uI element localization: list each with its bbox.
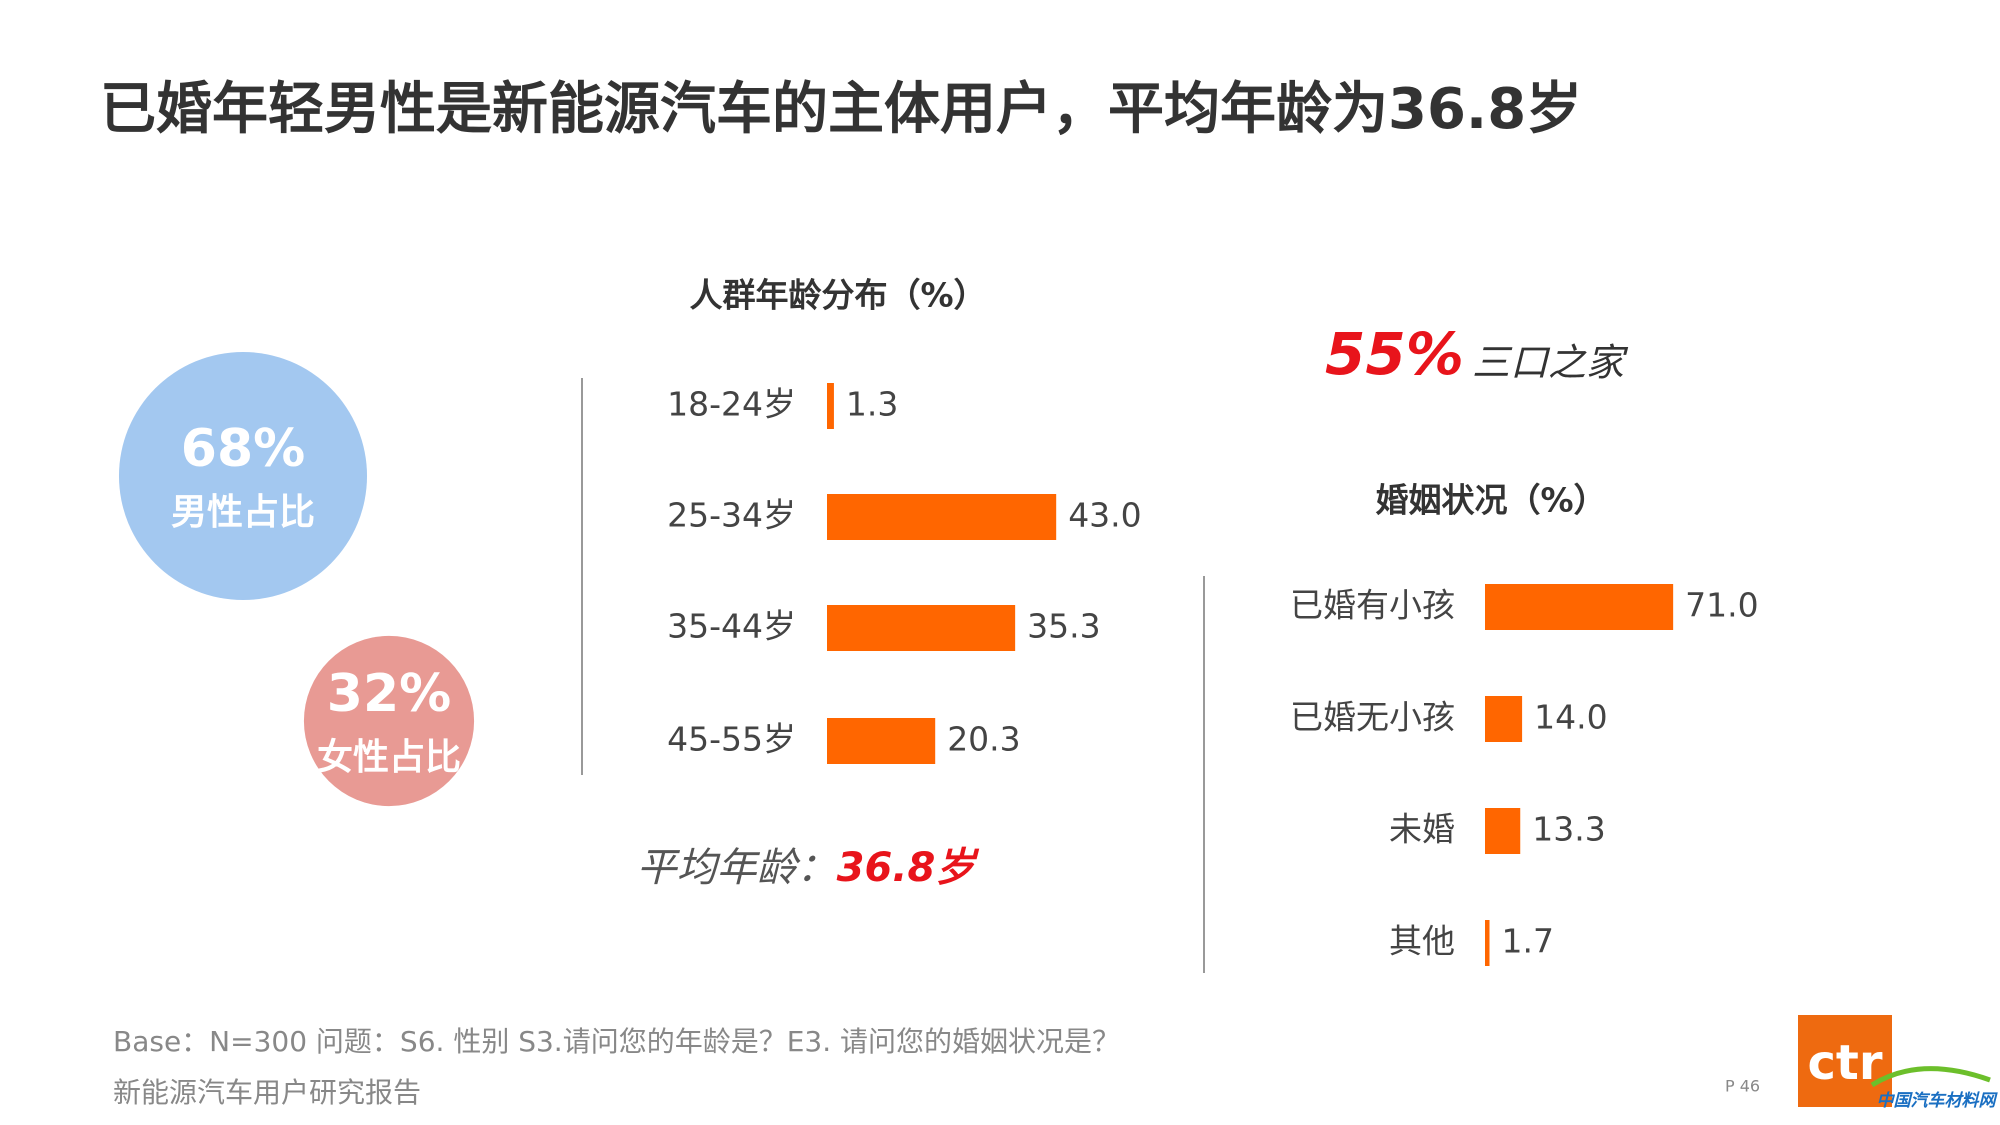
gender-percent: 68% [181, 419, 305, 479]
value-label: 14.0 [1534, 698, 1607, 737]
watermark-swoosh [1870, 1066, 1991, 1088]
family-text: 三口之家 [1472, 341, 1629, 385]
bar [827, 383, 834, 429]
footer-report: 新能源汽车用户研究报告 [113, 1076, 421, 1109]
value-label: 43.0 [1068, 496, 1141, 535]
footer-note: Base：N=300 问题：S6. 性别 S3.请问您的年龄是？E3. 请问您的… [113, 1025, 1120, 1058]
category-label: 已婚有小孩 [1290, 586, 1455, 625]
value-label: 20.3 [947, 720, 1020, 759]
chart-title: 婚姻状况（%） [1375, 481, 1606, 520]
gender-circle [303, 635, 475, 807]
gender-label: 女性占比 [317, 737, 461, 778]
value-label: 13.3 [1532, 810, 1605, 849]
category-label: 其他 [1389, 922, 1455, 961]
value-label: 1.3 [846, 385, 898, 424]
gender-percent: 32% [327, 664, 451, 724]
gender-label: 男性占比 [171, 492, 315, 533]
bar [1485, 584, 1674, 630]
bar [827, 605, 1016, 651]
average-age-text: 平均年龄： [637, 845, 837, 891]
gender-circle [118, 351, 368, 601]
category-label: 未婚 [1389, 810, 1455, 849]
value-label: 71.0 [1685, 586, 1758, 625]
logo-text: ctr [1807, 1035, 1882, 1091]
average-age-value: 36.8岁 [837, 845, 980, 891]
bar [1485, 696, 1523, 742]
bar [1485, 920, 1490, 966]
chart-title: 人群年龄分布（%） [689, 276, 986, 315]
average-age: 平均年龄：36.8岁 [637, 845, 980, 891]
family-percent: 55% [1325, 320, 1464, 388]
value-label: 35.3 [1027, 607, 1100, 646]
category-label: 35-44岁 [667, 607, 796, 646]
slide-title: 已婚年轻男性是新能源汽车的主体用户，平均年龄为36.8岁 [100, 77, 1582, 142]
bar [827, 494, 1057, 540]
watermark: 中国汽车材料网 [1877, 1091, 1999, 1111]
category-label: 18-24岁 [667, 385, 796, 424]
category-label: 45-55岁 [667, 720, 796, 759]
page-number: P 46 [1725, 1077, 1760, 1096]
value-label: 1.7 [1502, 922, 1554, 961]
category-label: 25-34岁 [667, 496, 796, 535]
logo-box [1798, 1015, 1892, 1107]
bar [827, 718, 936, 764]
bar [1485, 808, 1521, 854]
category-label: 已婚无小孩 [1290, 698, 1455, 737]
